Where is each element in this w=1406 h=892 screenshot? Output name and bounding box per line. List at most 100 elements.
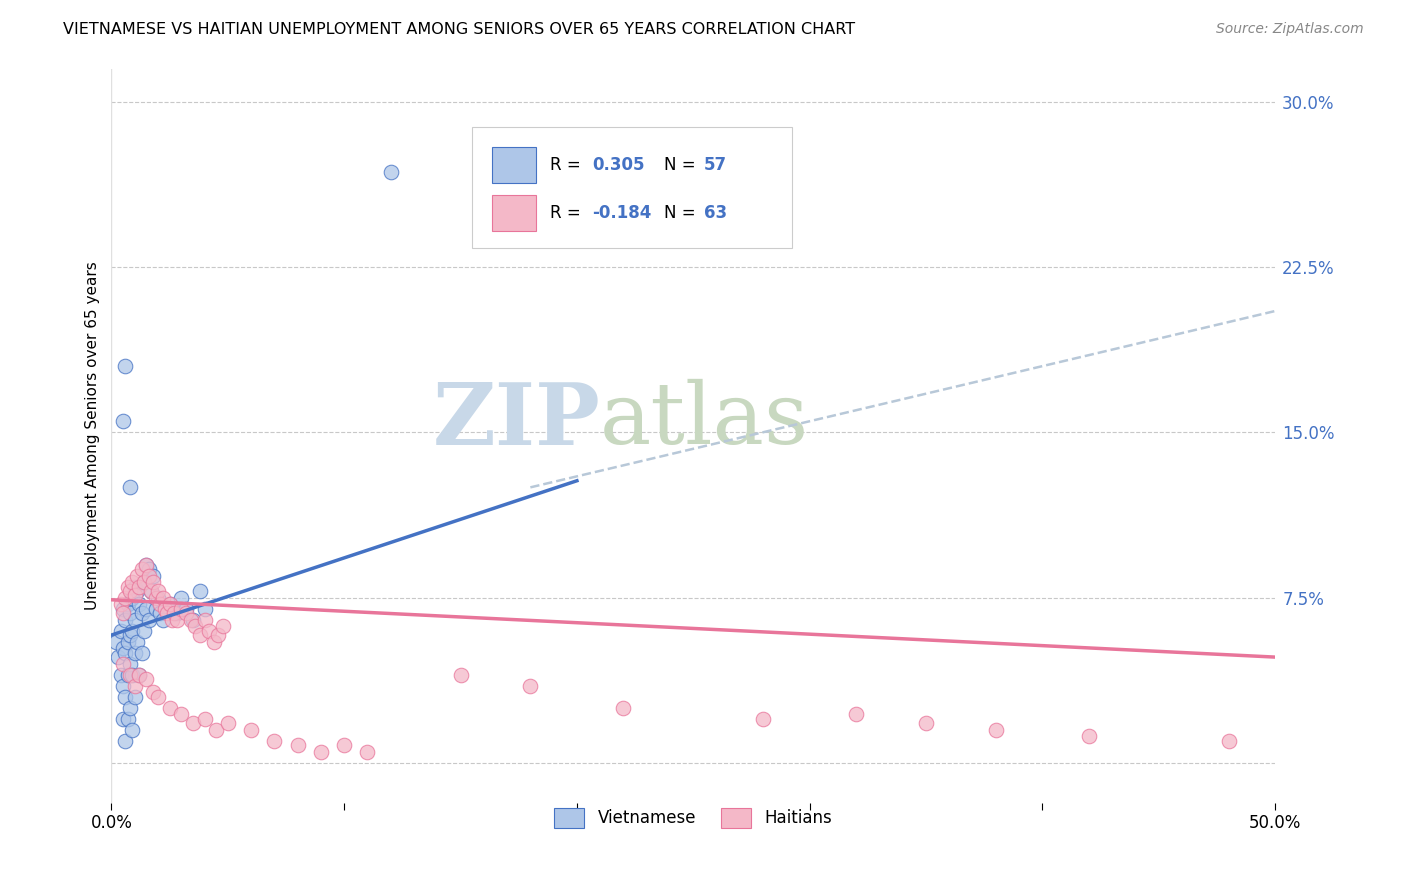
Point: [135, 601, 157, 615]
Point: [212, 619, 235, 633]
Text: VIETNAMESE VS HAITIAN UNEMPLOYMENT AMONG SENIORS OVER 65 YEARS CORRELATION CHART: VIETNAMESE VS HAITIAN UNEMPLOYMENT AMONG…: [63, 22, 855, 37]
Bar: [492, 194, 536, 231]
Point: [984, 723, 1007, 737]
Point: [193, 601, 215, 615]
Point: [193, 613, 215, 627]
Point: [128, 580, 150, 594]
Point: [112, 414, 135, 428]
Point: [118, 667, 141, 681]
Point: [138, 613, 160, 627]
Point: [333, 739, 356, 753]
Point: [131, 646, 153, 660]
Point: [117, 667, 139, 681]
Point: [117, 634, 139, 648]
Point: [287, 739, 309, 753]
Point: [612, 701, 634, 715]
Point: [135, 672, 157, 686]
Point: [125, 568, 148, 582]
Text: R =: R =: [550, 156, 586, 174]
Point: [170, 601, 193, 615]
Point: [128, 667, 150, 681]
Point: [519, 679, 541, 693]
Point: [380, 165, 402, 179]
Point: [110, 667, 132, 681]
Point: [845, 707, 868, 722]
Point: [131, 562, 153, 576]
Point: [156, 606, 179, 620]
Point: [146, 690, 169, 704]
Point: [121, 667, 143, 681]
Point: [114, 646, 136, 660]
Point: [174, 606, 197, 620]
Point: [128, 597, 150, 611]
Point: [142, 575, 165, 590]
Point: [159, 597, 181, 611]
Point: [149, 597, 172, 611]
Point: [117, 712, 139, 726]
Point: [135, 558, 157, 572]
Point: [152, 591, 174, 605]
Point: [118, 701, 141, 715]
Point: [153, 601, 176, 615]
Bar: [492, 147, 536, 183]
Point: [149, 606, 172, 620]
Point: [118, 628, 141, 642]
Point: [124, 580, 146, 594]
Y-axis label: Unemployment Among Seniors over 65 years: Unemployment Among Seniors over 65 years: [86, 261, 100, 610]
Point: [163, 606, 186, 620]
Point: [184, 619, 207, 633]
Point: [188, 628, 211, 642]
Point: [450, 667, 472, 681]
Point: [107, 650, 129, 665]
Point: [205, 723, 228, 737]
Point: [181, 613, 204, 627]
Point: [118, 480, 141, 494]
Point: [121, 591, 143, 605]
Point: [132, 624, 155, 638]
Point: [752, 712, 775, 726]
Point: [125, 634, 148, 648]
Text: Source: ZipAtlas.com: Source: ZipAtlas.com: [1216, 22, 1364, 37]
Point: [309, 745, 332, 759]
Point: [118, 584, 141, 599]
Point: [138, 562, 160, 576]
Point: [124, 588, 146, 602]
Text: 63: 63: [704, 204, 727, 222]
Point: [124, 646, 146, 660]
Legend: Vietnamese, Haitians: Vietnamese, Haitians: [548, 801, 839, 835]
Point: [128, 667, 150, 681]
Point: [356, 745, 378, 759]
Point: [135, 558, 157, 572]
Point: [124, 613, 146, 627]
Text: atlas: atlas: [600, 379, 810, 462]
Point: [121, 624, 143, 638]
Point: [145, 601, 167, 615]
Point: [166, 613, 188, 627]
Point: [118, 606, 141, 620]
Point: [915, 716, 938, 731]
Point: [125, 584, 148, 599]
Point: [132, 575, 155, 590]
Text: N =: N =: [664, 156, 702, 174]
Point: [114, 613, 136, 627]
Point: [145, 591, 167, 605]
Point: [159, 701, 181, 715]
Point: [152, 613, 174, 627]
Point: [117, 580, 139, 594]
Text: -0.184: -0.184: [592, 204, 651, 222]
Point: [114, 690, 136, 704]
Text: ZIP: ZIP: [433, 379, 600, 463]
Point: [110, 597, 132, 611]
Point: [112, 601, 135, 615]
Point: [146, 591, 169, 605]
Point: [207, 628, 229, 642]
Point: [146, 584, 169, 599]
Point: [1078, 730, 1101, 744]
Text: N =: N =: [664, 204, 702, 222]
Point: [105, 634, 128, 648]
Point: [132, 575, 155, 590]
Point: [170, 591, 193, 605]
Point: [121, 723, 143, 737]
Point: [110, 624, 132, 638]
Point: [188, 584, 211, 599]
